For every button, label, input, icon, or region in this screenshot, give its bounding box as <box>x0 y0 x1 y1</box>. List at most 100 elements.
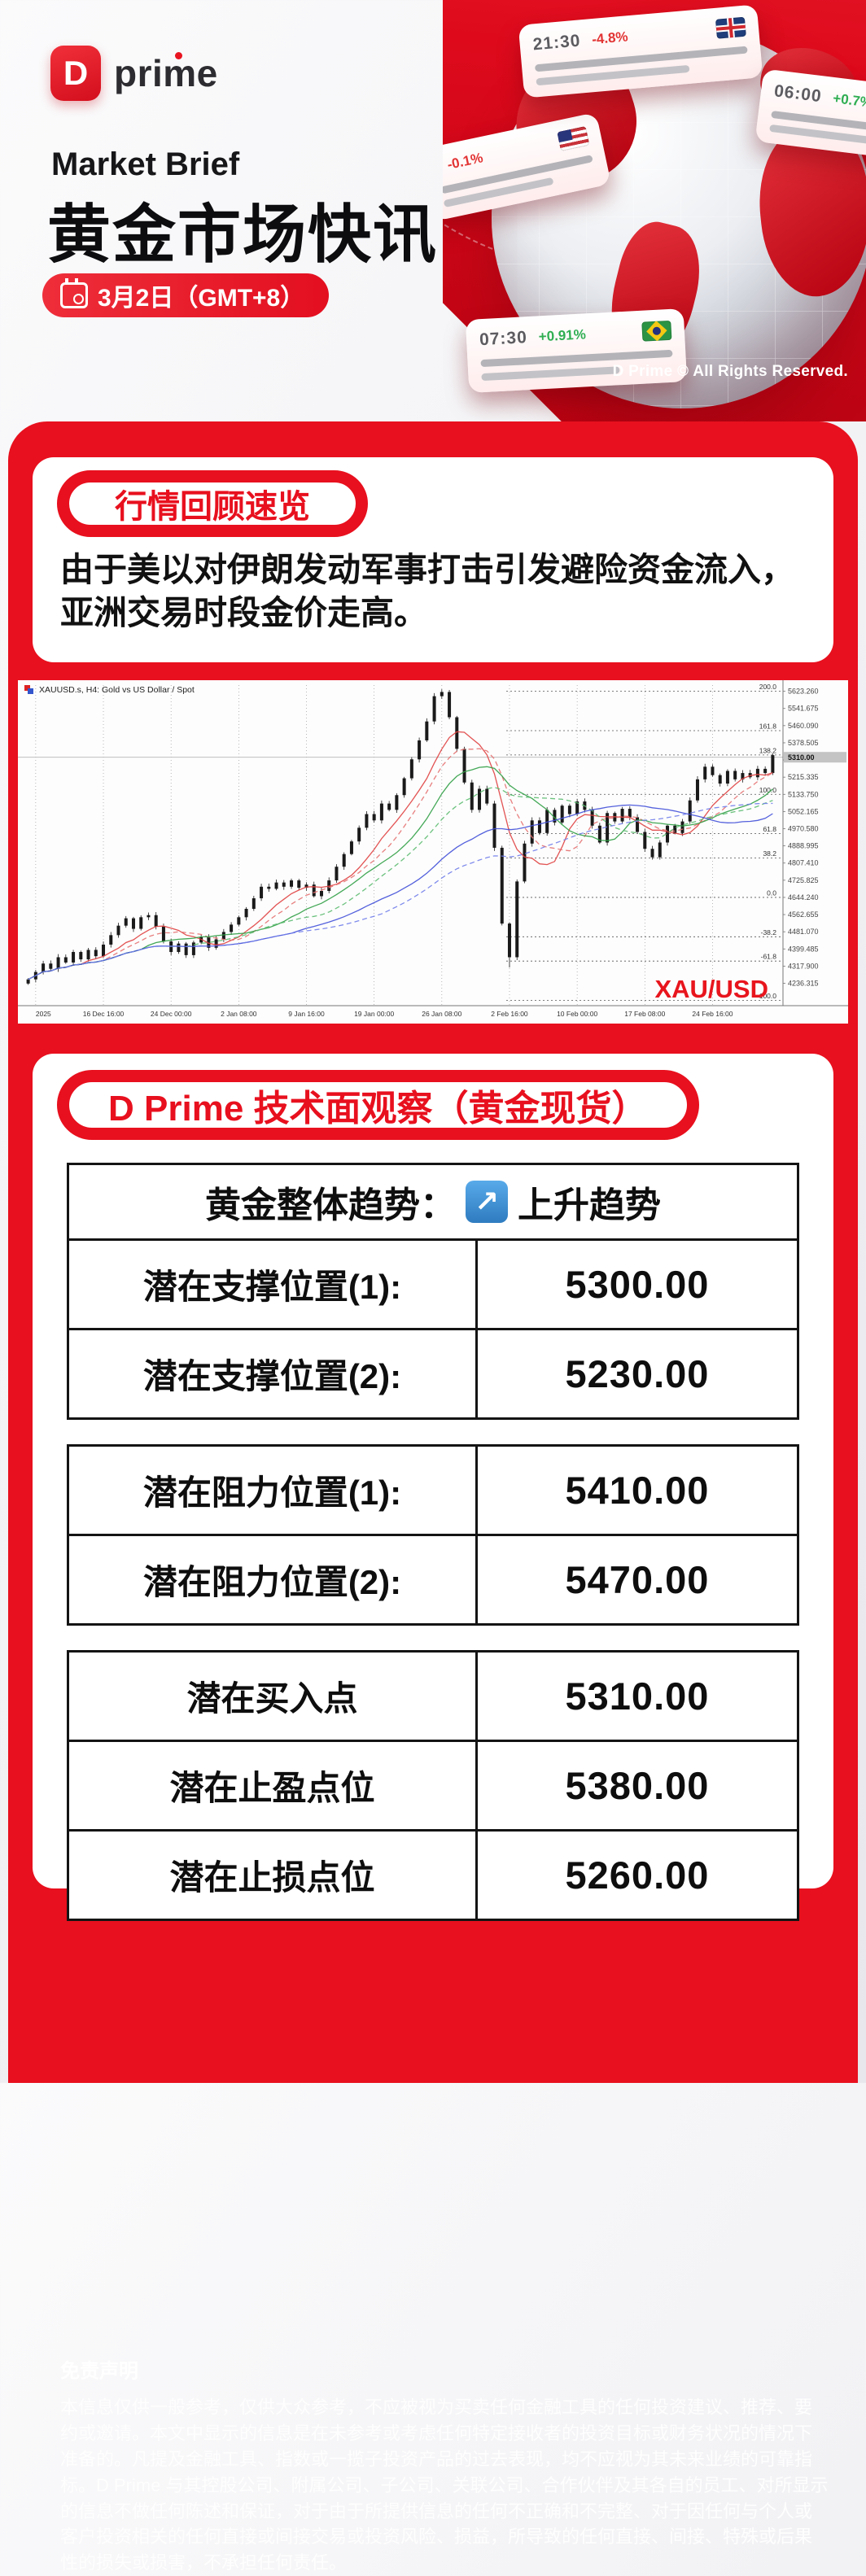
date-badge: 3月2日（GMT+8） <box>42 273 330 317</box>
trend-label: 黄金整体趋势： <box>205 1185 456 1225</box>
dprime-logo-icon: D <box>50 46 101 101</box>
svg-text:-100.0: -100.0 <box>757 992 776 1000</box>
svg-text:5460.090: 5460.090 <box>788 722 819 730</box>
svg-text:2 Feb 16:00: 2 Feb 16:00 <box>491 1010 528 1018</box>
usa-flag-icon <box>557 125 590 151</box>
globe-artwork: -0.1% 21:30 -4.8% 06:00 +0.7% 07:30 <box>443 0 866 421</box>
table-row: 潜在支撑位置(1): 5300.00 <box>69 1238 797 1328</box>
table-row: 潜在阻力位置(2): 5470.00 <box>69 1534 797 1623</box>
row-label: 潜在阻力位置(1): <box>69 1447 478 1534</box>
market-time: 21:30 <box>531 31 582 55</box>
svg-text:4888.995: 4888.995 <box>788 842 819 850</box>
row-label: 潜在止损点位 <box>69 1832 478 1919</box>
svg-text:16 Dec 16:00: 16 Dec 16:00 <box>83 1010 125 1018</box>
svg-text:5052.165: 5052.165 <box>788 807 819 815</box>
svg-text:10 Feb 00:00: 10 Feb 00:00 <box>557 1010 597 1018</box>
disclaimer-title: 免责声明 <box>60 2360 138 2382</box>
svg-text:2025: 2025 <box>36 1010 51 1018</box>
row-value: 5410.00 <box>565 1469 710 1512</box>
svg-text:XAU/USD: XAU/USD <box>654 975 768 1003</box>
svg-text:19 Jan 00:00: 19 Jan 00:00 <box>354 1010 394 1018</box>
market-time: 07:30 <box>479 328 528 350</box>
svg-text:24 Dec 00:00: 24 Dec 00:00 <box>151 1010 192 1018</box>
svg-text:26 Jan 08:00: 26 Jan 08:00 <box>422 1010 461 1018</box>
resistance-table: 潜在阻力位置(1): 5410.00 潜在阻力位置(2): 5470.00 <box>67 1444 799 1626</box>
svg-text:200.0: 200.0 <box>759 683 777 691</box>
svg-text:100.0: 100.0 <box>759 786 777 794</box>
svg-text:4399.485: 4399.485 <box>788 945 819 953</box>
table-row: 潜在止盈点位 5380.00 <box>69 1740 797 1829</box>
market-change: -0.1% <box>445 150 485 173</box>
svg-text:4970.580: 4970.580 <box>788 825 819 833</box>
review-badge-label: 行情回顾速览 <box>115 489 310 525</box>
review-badge: 行情回顾速览 <box>57 470 368 537</box>
up-right-arrow-icon: ↗ <box>466 1181 508 1223</box>
hero-section: -0.1% 21:30 -4.8% 06:00 +0.7% 07:30 <box>0 0 866 421</box>
calendar-icon <box>60 278 88 308</box>
svg-text:5215.335: 5215.335 <box>788 773 819 781</box>
table-row: 潜在买入点 5310.00 <box>69 1653 797 1740</box>
disclaimer-text: 本信息仅供一般参考，仅供大众参考，不应被视为买卖任何金融工具的任何投资建议、推荐… <box>60 2397 829 2574</box>
xauusd-candlestick-chart: 2025 16 Dec 16:00 24 Dec 00:00 2 Jan 08:00 9… <box>18 680 848 1024</box>
svg-text:2 Jan 08:00: 2 Jan 08:00 <box>221 1010 257 1018</box>
technical-badge-label: D Prime 技术面观察（黄金现货） <box>108 1089 648 1129</box>
svg-text:38.2: 38.2 <box>763 849 776 858</box>
row-label: 潜在止盈点位 <box>69 1742 478 1829</box>
svg-text:161.8: 161.8 <box>759 722 777 730</box>
content-panel: 行情回顾速览 由于美以对伊朗发动军事打击引发避险资金流入，亚洲交易时段金价走高。… <box>8 421 858 2573</box>
svg-text:0.0: 0.0 <box>767 889 776 897</box>
svg-text:XAUUSD.s, H4: Gold vs US Doll: XAUUSD.s, H4: Gold vs US Dollar / Spot <box>39 685 195 695</box>
technical-card: D Prime 技术面观察（黄金现货） 黄金整体趋势： ↗ 上升趋势 潜在支撑位… <box>33 1054 833 1921</box>
entry-exit-table: 潜在买入点 5310.00 潜在止盈点位 5380.00 潜在止损点位 5260… <box>67 1650 799 1921</box>
table-row: 潜在支撑位置(2): 5230.00 <box>69 1328 797 1417</box>
row-value: 5300.00 <box>565 1263 710 1306</box>
disclaimer-section: 免责声明 本信息仅供一般参考，仅供大众参考，不应被视为买卖任何金融工具的任何投资… <box>60 2355 829 2576</box>
svg-text:138.2: 138.2 <box>759 746 777 754</box>
svg-text:61.8: 61.8 <box>763 825 776 833</box>
row-label: 潜在阻力位置(2): <box>69 1536 478 1623</box>
svg-text:24 Feb 16:00: 24 Feb 16:00 <box>692 1010 733 1018</box>
trend-value: 上升趋势 <box>518 1185 661 1225</box>
brand-logo: D prime <box>50 46 218 101</box>
svg-text:4236.315: 4236.315 <box>788 979 819 987</box>
table-row: 潜在止损点位 5260.00 <box>69 1829 797 1919</box>
date-text: 3月2日（GMT+8） <box>98 285 305 312</box>
svg-text:9 Jan 16:00: 9 Jan 16:00 <box>288 1010 325 1018</box>
logo-wordmark: prime <box>114 52 218 94</box>
market-time: 06:00 <box>772 81 823 107</box>
row-value: 5230.00 <box>565 1352 710 1395</box>
row-value: 5260.00 <box>565 1853 710 1897</box>
svg-text:-38.2: -38.2 <box>761 928 777 937</box>
svg-text:5378.505: 5378.505 <box>788 739 819 747</box>
table-row: 潜在阻力位置(1): 5410.00 <box>69 1447 797 1534</box>
page-title: 黄金市场快讯 <box>47 199 439 270</box>
market-change: -4.8% <box>591 28 629 48</box>
row-value: 5310.00 <box>565 1674 710 1718</box>
price-chart-container: 2025 16 Dec 16:00 24 Dec 00:00 2 Jan 08:00 9… <box>18 680 848 1024</box>
eyebrow-title: Market Brief <box>51 146 240 182</box>
svg-text:4562.655: 4562.655 <box>788 910 819 919</box>
row-value: 5470.00 <box>565 1558 710 1601</box>
svg-text:5541.675: 5541.675 <box>788 705 819 713</box>
technical-tables: 黄金整体趋势： ↗ 上升趋势 潜在支撑位置(1): 5300.00 潜在支撑位置… <box>33 1140 833 1921</box>
uk-flag-icon <box>715 16 746 39</box>
technical-badge: D Prime 技术面观察（黄金现货） <box>57 1070 699 1140</box>
review-card: 行情回顾速览 由于美以对伊朗发动军事打击引发避险资金流入，亚洲交易时段金价走高。 <box>33 457 833 662</box>
svg-text:17 Feb 08:00: 17 Feb 08:00 <box>624 1010 665 1018</box>
svg-text:4317.900: 4317.900 <box>788 962 819 970</box>
svg-text:4644.240: 4644.240 <box>788 893 819 902</box>
svg-text:5623.260: 5623.260 <box>788 688 819 696</box>
svg-text:5133.750: 5133.750 <box>788 790 819 798</box>
brazil-flag-icon <box>641 320 672 342</box>
row-label: 潜在买入点 <box>69 1653 478 1740</box>
svg-text:5310.00: 5310.00 <box>788 753 815 762</box>
trend-support-table: 黄金整体趋势： ↗ 上升趋势 潜在支撑位置(1): 5300.00 潜在支撑位置… <box>67 1163 799 1420</box>
svg-text:-61.8: -61.8 <box>761 953 777 961</box>
row-value: 5380.00 <box>565 1764 710 1807</box>
row-label: 潜在支撑位置(2): <box>69 1330 478 1417</box>
logo-dot <box>174 52 182 59</box>
svg-text:4481.070: 4481.070 <box>788 928 819 936</box>
market-change: +0.7% <box>832 90 866 111</box>
svg-text:4725.825: 4725.825 <box>788 876 819 884</box>
market-change: +0.91% <box>538 326 587 345</box>
